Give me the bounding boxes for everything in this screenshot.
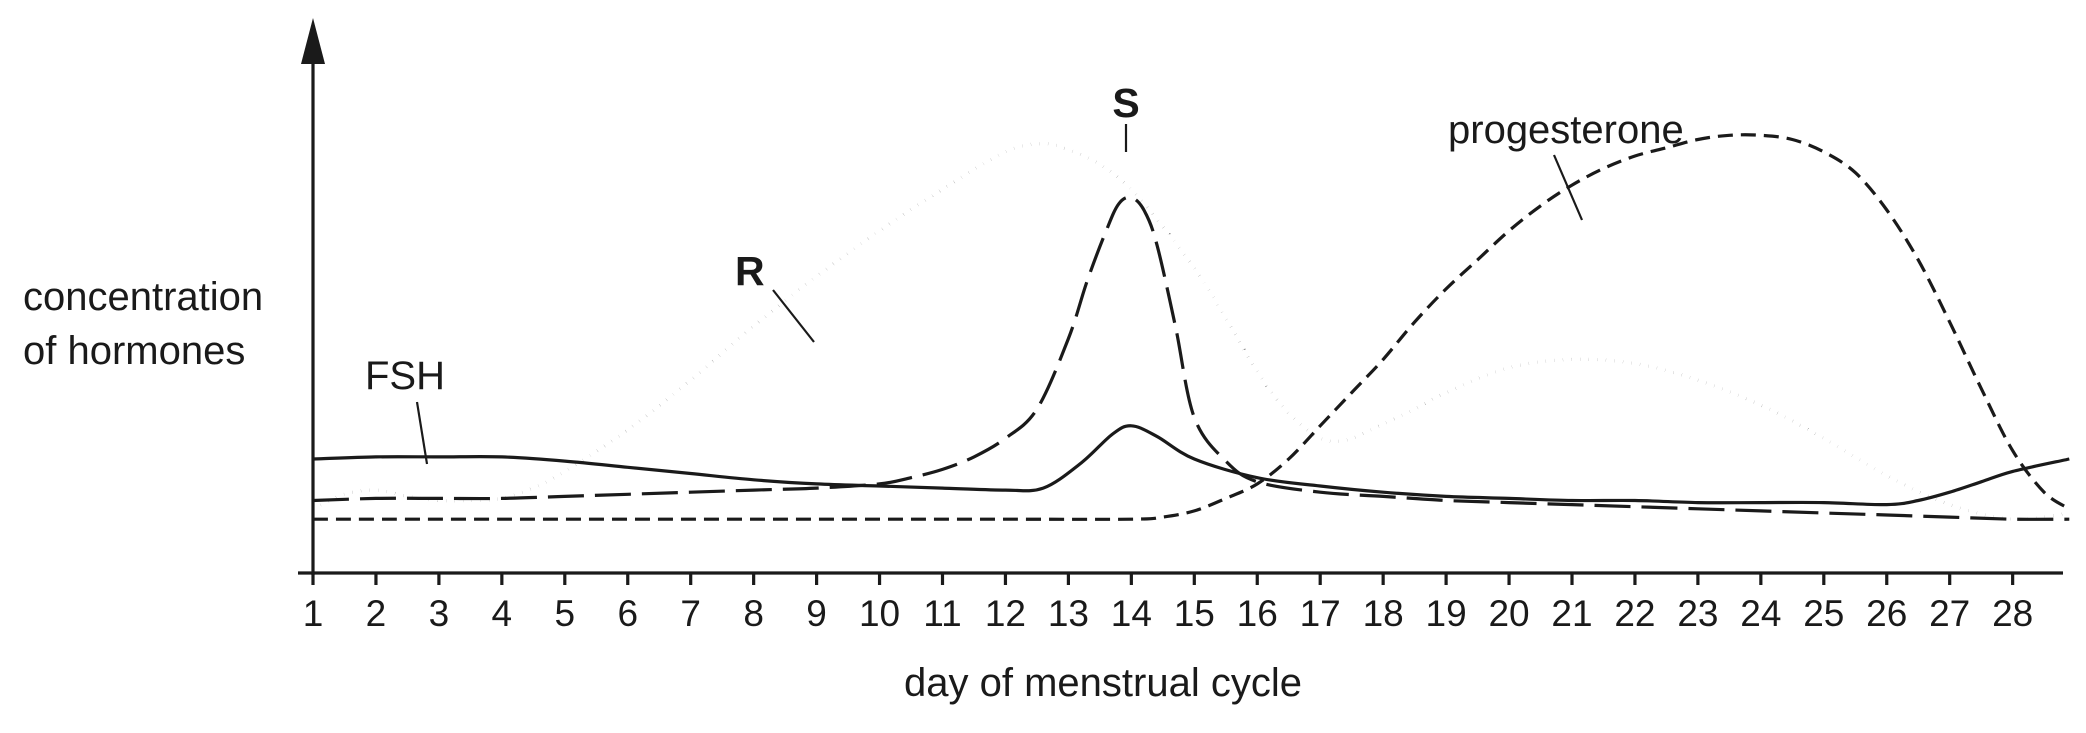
- x-tick-label: 25: [1803, 593, 1844, 634]
- x-tick-label: 3: [429, 593, 450, 634]
- s-curve: [312, 195, 2070, 521]
- fsh-label: FSH: [365, 354, 445, 398]
- annotations: FSH R S progesterone: [365, 80, 1684, 465]
- fsh-curve: [312, 424, 2070, 507]
- x-tick-label: 8: [743, 593, 764, 634]
- x-tick-label: 5: [555, 593, 576, 634]
- y-axis-arrowhead: [301, 18, 325, 64]
- x-tick-label: 28: [1992, 593, 2033, 634]
- progesterone-curve: [313, 133, 2071, 521]
- progesterone-label: progesterone: [1448, 108, 1684, 152]
- x-tick-label: 11: [923, 593, 961, 634]
- x-tick-label: 4: [492, 593, 513, 634]
- x-tick-label: 23: [1677, 593, 1718, 634]
- x-axis-title: day of menstrual cycle: [904, 661, 1302, 705]
- fsh-leader: [415, 401, 429, 465]
- x-tick-label: 16: [1237, 593, 1278, 634]
- x-tick-label: 27: [1929, 593, 1970, 634]
- y-axis-title-line2: of hormones: [23, 329, 245, 373]
- x-tick-label: 17: [1300, 593, 1341, 634]
- x-tick-label: 15: [1174, 593, 1215, 634]
- x-tick-label: 26: [1866, 593, 1907, 634]
- r-leader: [772, 289, 815, 343]
- x-tick-label: 13: [1048, 593, 1089, 634]
- s-label: S: [1112, 80, 1139, 126]
- axes: [298, 18, 2063, 575]
- x-tick-label: 20: [1488, 593, 1529, 634]
- x-tick-label: 22: [1614, 593, 1655, 634]
- x-tick-label: 24: [1740, 593, 1781, 634]
- x-tick-label: 19: [1426, 593, 1467, 634]
- y-axis-title-line1: concentration: [23, 275, 263, 319]
- x-tick-label: 21: [1551, 593, 1592, 634]
- x-tick-label: 10: [859, 593, 900, 634]
- x-tick-label: 6: [617, 593, 638, 634]
- x-tick-label: 2: [366, 593, 387, 634]
- curves: [312, 133, 2071, 521]
- x-tick-label: 9: [806, 593, 827, 634]
- x-tick-label: 1: [303, 593, 324, 634]
- x-tick-label: 7: [680, 593, 701, 634]
- r-label: R: [735, 248, 765, 294]
- x-ticks: 1 2 3 4 5 6 7 8 9 10 11 12 13 14 15 16 17 18 19 20 21 22 23 24 2…: [303, 573, 2033, 634]
- progesterone-leader: [1552, 154, 1584, 221]
- x-tick-label: 12: [985, 593, 1026, 634]
- x-tick-label: 18: [1363, 593, 1404, 634]
- x-tick-label: 14: [1111, 593, 1152, 634]
